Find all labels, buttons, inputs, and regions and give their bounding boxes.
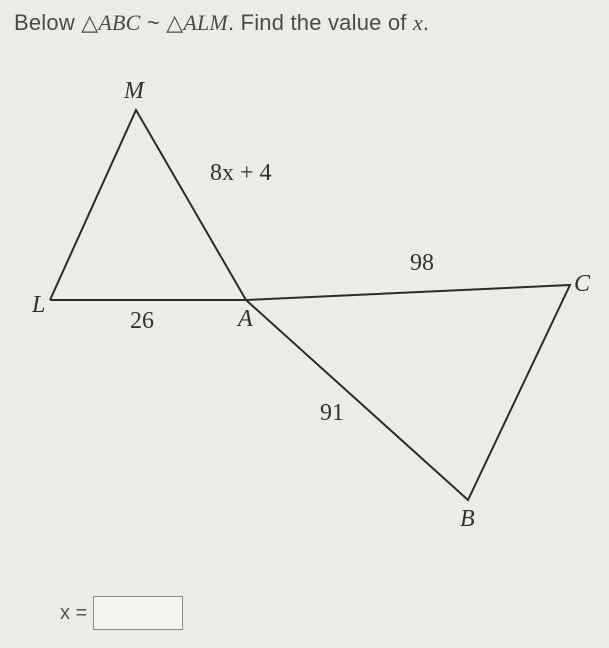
vertex-label-l: L xyxy=(32,292,45,319)
answer-row: x = xyxy=(60,596,183,630)
figure-svg xyxy=(30,80,590,540)
q-prefix: Below xyxy=(14,10,81,35)
q-end: . xyxy=(423,10,429,35)
paper-surface: Below △ABC ~ △ALM. Find the value of x. … xyxy=(0,0,609,648)
vertex-label-b: B xyxy=(460,506,475,533)
answer-input[interactable] xyxy=(93,596,183,630)
triangle-icon: △ xyxy=(166,10,183,35)
q-tri2-name: ALM xyxy=(183,10,228,35)
vertex-label-m: M xyxy=(124,78,144,105)
q-similar: ~ xyxy=(141,10,167,35)
triangle-icon: △ xyxy=(81,10,98,35)
vertex-label-c: C xyxy=(574,271,590,298)
page: Below △ABC ~ △ALM. Find the value of x. … xyxy=(0,0,609,648)
triangle-alm-path xyxy=(50,110,246,300)
edge-label-ab: 91 xyxy=(320,400,344,427)
q-suffix: . Find the value of xyxy=(228,10,413,35)
q-var: x xyxy=(413,10,423,35)
answer-label: x = xyxy=(60,602,87,625)
edge-label-la: 26 xyxy=(130,308,154,335)
geometry-figure: M L A C B 8x + 4 26 98 91 xyxy=(30,80,590,540)
vertex-label-a: A xyxy=(238,306,253,333)
question-text: Below △ABC ~ △ALM. Find the value of x. xyxy=(14,10,429,36)
q-tri1-name: ABC xyxy=(98,10,140,35)
edge-label-ma: 8x + 4 xyxy=(210,160,272,187)
edge-label-ac: 98 xyxy=(410,250,434,277)
triangle-abc-path xyxy=(246,285,570,500)
